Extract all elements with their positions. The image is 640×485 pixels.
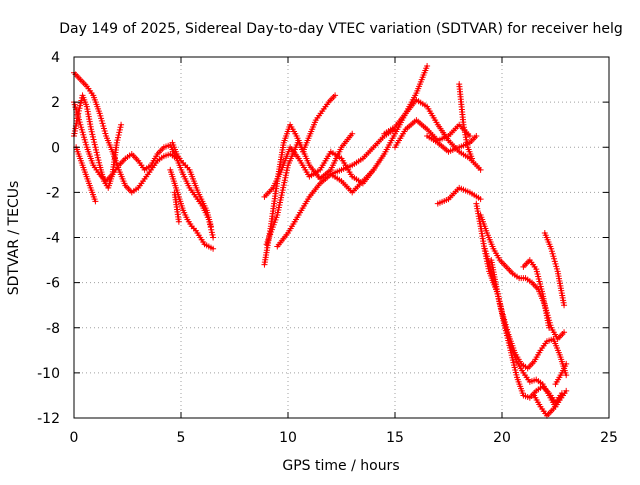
series-track-18	[473, 200, 570, 379]
y-tick-label: -12	[37, 411, 60, 427]
series-track-1	[71, 99, 217, 241]
y-tick-label: -10	[37, 366, 60, 382]
series-markers	[520, 257, 553, 331]
series-track-24	[531, 387, 570, 419]
series-markers	[274, 126, 398, 250]
series-markers	[392, 117, 473, 151]
series-markers	[263, 130, 356, 248]
x-axis-label: GPS time / hours	[282, 458, 399, 474]
series-layer	[71, 63, 570, 419]
series-markers	[541, 229, 568, 309]
x-tick-label: 0	[70, 430, 79, 446]
series-track-16	[456, 81, 476, 162]
series-track-17	[434, 184, 484, 207]
series-track-11	[274, 126, 398, 250]
series-markers	[73, 144, 99, 205]
series-markers	[488, 257, 565, 410]
series-track-4	[73, 144, 99, 205]
series-markers	[71, 99, 217, 241]
x-tick-label: 25	[600, 430, 618, 446]
grid-layer	[74, 57, 609, 418]
y-tick-label: -4	[46, 231, 60, 247]
y-tick-label: -2	[46, 185, 60, 201]
x-tick-label: 20	[493, 430, 511, 446]
series-line	[329, 65, 429, 194]
x-tick-label: 15	[386, 430, 404, 446]
x-tick-label: 10	[279, 430, 297, 446]
series-markers	[169, 139, 214, 230]
series-track-7	[171, 189, 182, 225]
series-track-21	[488, 257, 565, 410]
y-tick-label: -6	[46, 276, 60, 292]
y-tick-label: 4	[51, 50, 60, 66]
series-markers	[473, 200, 570, 379]
series-markers	[552, 360, 570, 388]
series-markers	[167, 166, 217, 252]
y-axis-label: SDTVAR / TECUs	[6, 181, 22, 296]
series-markers	[531, 387, 570, 419]
series-markers	[327, 63, 431, 196]
series-track-22	[520, 257, 553, 331]
y-tick-label: -8	[46, 321, 60, 337]
series-track-12	[327, 63, 431, 196]
y-tick-label: 0	[51, 140, 60, 156]
series-markers	[456, 81, 476, 162]
series-track-23	[541, 229, 568, 309]
x-tick-label: 5	[177, 430, 186, 446]
series-markers	[171, 189, 182, 225]
series-track-25	[552, 360, 570, 388]
y-tick-label: 2	[51, 95, 60, 111]
series-track-10	[263, 130, 356, 248]
series-track-19	[477, 211, 568, 343]
series-markers	[434, 184, 484, 207]
chart-title: Day 149 of 2025, Sidereal Day-to-day VTE…	[59, 21, 622, 37]
series-track-6	[169, 139, 214, 230]
series-track-14	[392, 117, 473, 151]
series-line	[475, 202, 568, 377]
